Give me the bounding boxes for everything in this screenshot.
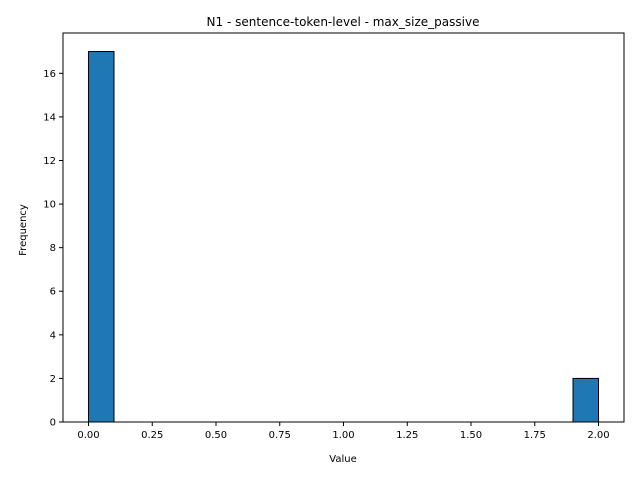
x-tick-label: 0.50 bbox=[205, 430, 227, 441]
histogram-bar-1 bbox=[572, 377, 599, 423]
x-axis-ticks: 0.00 0.25 0.50 0.75 1.00 1.25 1.50 1.75 2.00 bbox=[77, 422, 610, 441]
x-tick-label: 0.00 bbox=[77, 430, 99, 441]
chart-title: N1 - sentence-token-level - max_size_pas… bbox=[207, 15, 480, 29]
y-axis-label: Frequency bbox=[18, 204, 29, 256]
x-tick-label: 1.25 bbox=[396, 430, 418, 441]
x-tick-label: 1.50 bbox=[460, 430, 482, 441]
x-tick-label: 1.00 bbox=[332, 430, 354, 441]
y-tick-label: 6 bbox=[50, 287, 56, 298]
x-tick-label: 0.25 bbox=[141, 430, 163, 441]
y-axis-ticks: 0 2 4 6 8 10 12 14 16 bbox=[43, 69, 63, 429]
bars-group bbox=[88, 51, 599, 423]
y-tick-label: 14 bbox=[43, 112, 56, 123]
x-tick-label: 0.75 bbox=[269, 430, 291, 441]
y-tick-label: 2 bbox=[50, 374, 56, 385]
y-tick-label: 12 bbox=[43, 156, 56, 167]
x-tick-label: 2.00 bbox=[587, 430, 609, 441]
y-tick-label: 0 bbox=[50, 418, 56, 429]
y-tick-label: 10 bbox=[43, 200, 56, 211]
x-tick-label: 1.75 bbox=[524, 430, 546, 441]
x-axis-label: Value bbox=[329, 454, 356, 465]
histogram-bar-0 bbox=[88, 51, 115, 423]
y-tick-label: 16 bbox=[43, 69, 56, 80]
y-tick-label: 4 bbox=[50, 330, 56, 341]
plot-frame bbox=[62, 32, 625, 423]
y-tick-label: 8 bbox=[50, 243, 56, 254]
